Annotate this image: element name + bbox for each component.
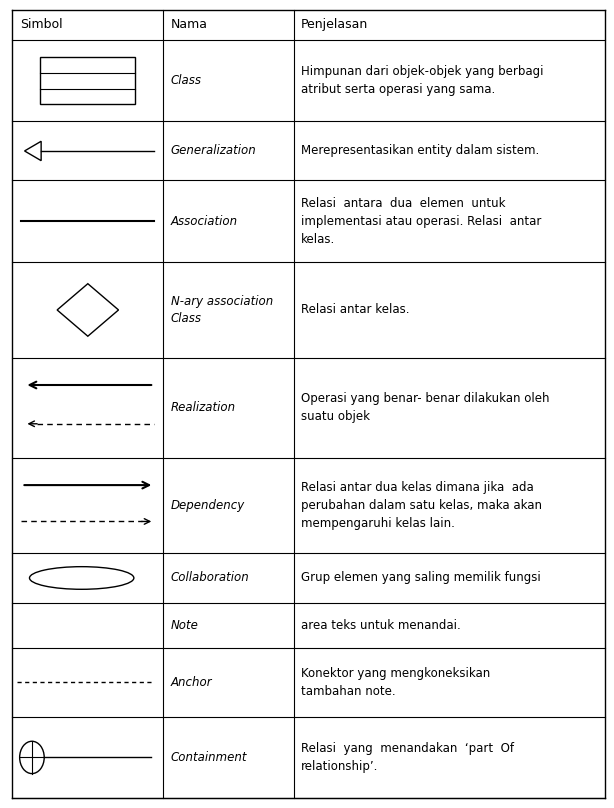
Text: Penjelasan: Penjelasan [301, 18, 368, 32]
Text: N-ary association: N-ary association [171, 295, 273, 308]
Text: tambahan note.: tambahan note. [301, 685, 395, 698]
Bar [41, 57, 136, 104]
Text: Merepresentasikan entity dalam sistem.: Merepresentasikan entity dalam sistem. [301, 145, 539, 158]
Text: Class: Class [171, 74, 202, 87]
Text: Simbol: Simbol [20, 18, 62, 32]
Text: relationship’.: relationship’. [301, 760, 378, 772]
Text: mempengaruhi kelas lain.: mempengaruhi kelas lain. [301, 516, 455, 529]
Text: Anchor: Anchor [171, 676, 212, 689]
Text: Note: Note [171, 619, 198, 632]
Text: implementasi atau operasi. Relasi  antar: implementasi atau operasi. Relasi antar [301, 215, 542, 228]
Text: Relasi  yang  menandakan  ‘part  Of: Relasi yang menandakan ‘part Of [301, 742, 514, 755]
Text: Grup elemen yang saling memilik fungsi: Grup elemen yang saling memilik fungsi [301, 571, 541, 584]
Text: Relasi  antara  dua  elemen  untuk: Relasi antara dua elemen untuk [301, 197, 505, 210]
Text: Relasi antar kelas.: Relasi antar kelas. [301, 304, 410, 317]
Text: Generalization: Generalization [171, 145, 257, 158]
Text: suatu objek: suatu objek [301, 410, 370, 423]
Text: Dependency: Dependency [171, 499, 245, 511]
Text: Realization: Realization [171, 401, 236, 415]
Text: Class: Class [171, 313, 202, 326]
Text: Konektor yang mengkoneksikan: Konektor yang mengkoneksikan [301, 667, 491, 680]
Text: Relasi antar dua kelas dimana jika  ada: Relasi antar dua kelas dimana jika ada [301, 481, 534, 494]
Text: Himpunan dari objek-objek yang berbagi: Himpunan dari objek-objek yang berbagi [301, 65, 543, 78]
Text: perubahan dalam satu kelas, maka akan: perubahan dalam satu kelas, maka akan [301, 499, 542, 511]
Text: kelas.: kelas. [301, 233, 335, 246]
Text: Operasi yang benar- benar dilakukan oleh: Operasi yang benar- benar dilakukan oleh [301, 392, 550, 406]
Text: area teks untuk menandai.: area teks untuk menandai. [301, 619, 461, 632]
Text: atribut serta operasi yang sama.: atribut serta operasi yang sama. [301, 83, 495, 96]
Text: Collaboration: Collaboration [171, 571, 249, 584]
Text: Association: Association [171, 215, 238, 228]
Text: Containment: Containment [171, 751, 247, 764]
Text: Nama: Nama [171, 18, 208, 32]
